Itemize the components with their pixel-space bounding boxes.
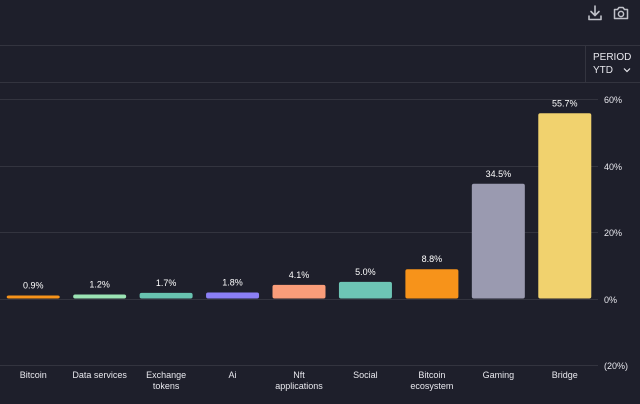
data-label: 1.8% — [222, 278, 243, 288]
bar — [6, 295, 60, 299]
camera-icon[interactable] — [612, 4, 630, 22]
bar — [272, 284, 326, 299]
bar — [139, 292, 193, 299]
period-value: YTD — [593, 65, 613, 76]
x-tick-label: applications — [275, 381, 323, 391]
y-tick-label: 0% — [604, 295, 617, 305]
x-tick-label: Nft — [293, 370, 305, 380]
data-label: 55.7% — [552, 98, 578, 108]
bar — [73, 294, 127, 299]
y-tick-label: (20%) — [604, 361, 628, 371]
x-tick-label: Data services — [72, 370, 127, 380]
data-label: 34.5% — [486, 169, 512, 179]
data-label: 5.0% — [355, 267, 376, 277]
x-tick-label: Social — [353, 370, 378, 380]
data-label: 4.1% — [289, 270, 310, 280]
x-tick-label: ecosystem — [410, 381, 453, 391]
bar — [538, 113, 592, 299]
download-icon[interactable] — [586, 4, 604, 22]
data-label: 0.9% — [23, 281, 44, 291]
bar — [471, 183, 525, 299]
x-tick-label: Exchange — [146, 370, 186, 380]
y-tick-label: 20% — [604, 228, 622, 238]
chevron-down-icon — [623, 68, 631, 73]
y-tick-label: 40% — [604, 162, 622, 172]
period-selector[interactable]: PERIOD YTD — [585, 46, 640, 82]
bar — [206, 292, 260, 299]
divider-bottom — [0, 82, 640, 83]
x-tick-label: Ai — [229, 370, 237, 380]
x-tick-label: Bitcoin — [20, 370, 47, 380]
period-label: PERIOD — [593, 52, 632, 63]
x-tick-label: Bitcoin — [418, 370, 445, 380]
bar — [338, 281, 392, 299]
data-label: 8.8% — [422, 254, 443, 264]
data-label: 1.2% — [89, 280, 110, 290]
x-tick-label: Bridge — [552, 370, 578, 380]
x-tick-label: Gaming — [483, 370, 515, 380]
data-label: 1.7% — [156, 278, 177, 288]
bar — [405, 269, 459, 299]
divider-top — [0, 45, 640, 46]
y-tick-label: 60% — [604, 95, 622, 105]
x-tick-label: tokens — [153, 381, 180, 391]
